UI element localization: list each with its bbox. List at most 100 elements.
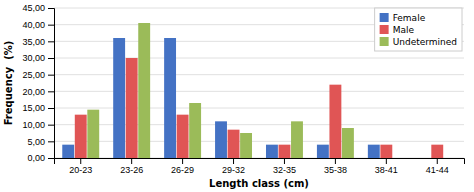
bar-series bbox=[87, 23, 354, 158]
y-tick-label: 0,00 bbox=[27, 153, 45, 163]
x-tick-mark bbox=[437, 158, 438, 164]
bar bbox=[342, 128, 354, 158]
y-tick-mark bbox=[48, 91, 54, 92]
chart: 0,00 5,00 10,00 15,00 20,00 25,00 30,00 35,00 40… bbox=[0, 0, 474, 192]
x-tick-mark bbox=[284, 158, 285, 164]
y-tick: 25,00 bbox=[22, 70, 54, 80]
bar bbox=[113, 38, 125, 158]
y-axis: 0,00 5,00 10,00 15,00 20,00 25,00 30,00 35,00 40… bbox=[22, 3, 54, 163]
plot: 0,00 5,00 10,00 15,00 20,00 25,00 30,00 35,00 40… bbox=[22, 3, 464, 175]
bar bbox=[279, 145, 291, 158]
x-tick: 32-35 bbox=[273, 158, 296, 175]
y-tick-mark bbox=[48, 158, 54, 159]
x-tick-label: 32-35 bbox=[273, 165, 296, 175]
y-tick: 35,00 bbox=[22, 37, 54, 47]
y-tick-label: 20,00 bbox=[22, 87, 45, 97]
bar bbox=[444, 158, 456, 159]
bar bbox=[87, 110, 99, 158]
bar bbox=[329, 85, 341, 158]
x-tick-mark bbox=[182, 158, 183, 164]
x-tick-mark bbox=[233, 158, 234, 164]
y-tick-mark bbox=[48, 108, 54, 109]
legend-item: Male bbox=[380, 25, 415, 35]
x-tick-label: 23-26 bbox=[120, 165, 143, 175]
y-tick-mark bbox=[48, 41, 54, 42]
bar bbox=[75, 115, 87, 158]
bar bbox=[317, 145, 329, 158]
grid bbox=[54, 8, 464, 158]
y-tick: 15,00 bbox=[22, 103, 54, 113]
y-tick-mark bbox=[48, 125, 54, 126]
x-tick: 20-23 bbox=[69, 158, 92, 175]
x-axis-line bbox=[55, 159, 465, 165]
x-tick: 41-44 bbox=[426, 158, 449, 175]
x-axis: 20-23 23-26 26-29 29-32 32-35 35-38 38-41 41-44 bbox=[55, 158, 465, 175]
bar bbox=[177, 115, 189, 158]
y-tick-label: 35,00 bbox=[22, 37, 45, 47]
x-tick-label: 38-41 bbox=[375, 165, 398, 175]
y-tick: 5,00 bbox=[27, 137, 54, 147]
x-axis-title: Length class (cm) bbox=[209, 178, 309, 189]
y-tick: 40,00 bbox=[22, 20, 54, 30]
x-tick-mark bbox=[386, 158, 387, 164]
legend-frame bbox=[375, 8, 462, 51]
x-tick-label: 35-38 bbox=[324, 165, 347, 175]
bar bbox=[431, 145, 443, 158]
y-tick-mark bbox=[48, 75, 54, 76]
x-tick: 29-32 bbox=[222, 158, 245, 175]
bars bbox=[62, 23, 443, 158]
x-tick: 35-38 bbox=[324, 158, 347, 175]
y-tick-label: 30,00 bbox=[22, 53, 45, 63]
x-tick-label: 41-44 bbox=[426, 165, 449, 175]
bar bbox=[266, 145, 278, 158]
x-tick-mark bbox=[335, 158, 336, 164]
legend-swatch bbox=[380, 37, 389, 46]
y-tick: 45,00 bbox=[22, 3, 54, 13]
bar bbox=[393, 158, 405, 159]
y-tick-mark bbox=[48, 58, 54, 59]
y-tick-label: 45,00 bbox=[22, 3, 45, 13]
bar-series bbox=[75, 58, 443, 158]
x-tick: 38-41 bbox=[375, 158, 398, 175]
bar bbox=[215, 121, 227, 158]
y-tick-label: 10,00 bbox=[22, 120, 45, 130]
bar bbox=[368, 145, 380, 158]
x-tick: 26-29 bbox=[171, 158, 194, 175]
bar-series bbox=[62, 38, 379, 158]
bar bbox=[380, 145, 392, 158]
y-tick-mark bbox=[48, 141, 54, 142]
y-tick-mark bbox=[48, 25, 54, 26]
bar bbox=[138, 23, 150, 158]
x-tick-label: 26-29 bbox=[171, 165, 194, 175]
y-tick-label: 15,00 bbox=[22, 103, 45, 113]
y-tick-label: 25,00 bbox=[22, 70, 45, 80]
bar bbox=[240, 133, 252, 158]
y-tick: 0,00 bbox=[27, 153, 54, 163]
legend-label: Undetermined bbox=[393, 37, 457, 47]
x-tick-label: 20-23 bbox=[69, 165, 92, 175]
y-tick: 30,00 bbox=[22, 53, 54, 63]
x-tick-mark bbox=[80, 158, 81, 164]
y-axis-line bbox=[48, 9, 55, 159]
legend-item: Female bbox=[380, 13, 426, 23]
legend-item: Undetermined bbox=[380, 37, 457, 47]
legend-label: Female bbox=[393, 13, 426, 23]
bar bbox=[126, 58, 138, 158]
bar bbox=[291, 121, 303, 158]
bar bbox=[189, 103, 201, 158]
legend-label: Male bbox=[393, 25, 415, 35]
bar bbox=[419, 158, 431, 159]
legend-swatch bbox=[380, 25, 389, 34]
y-tick-label: 40,00 bbox=[22, 20, 45, 30]
y-tick-mark bbox=[48, 8, 54, 9]
legend-swatch bbox=[380, 13, 389, 22]
x-tick-label: 29-32 bbox=[222, 165, 245, 175]
y-axis-title: Frequency (%) bbox=[3, 41, 14, 126]
bar bbox=[228, 130, 240, 158]
y-tick: 10,00 bbox=[22, 120, 54, 130]
bar bbox=[62, 145, 74, 158]
bar bbox=[164, 38, 176, 158]
x-tick-mark bbox=[131, 158, 132, 164]
legend: Female Male Undetermined bbox=[375, 8, 462, 51]
y-tick: 20,00 bbox=[22, 87, 54, 97]
